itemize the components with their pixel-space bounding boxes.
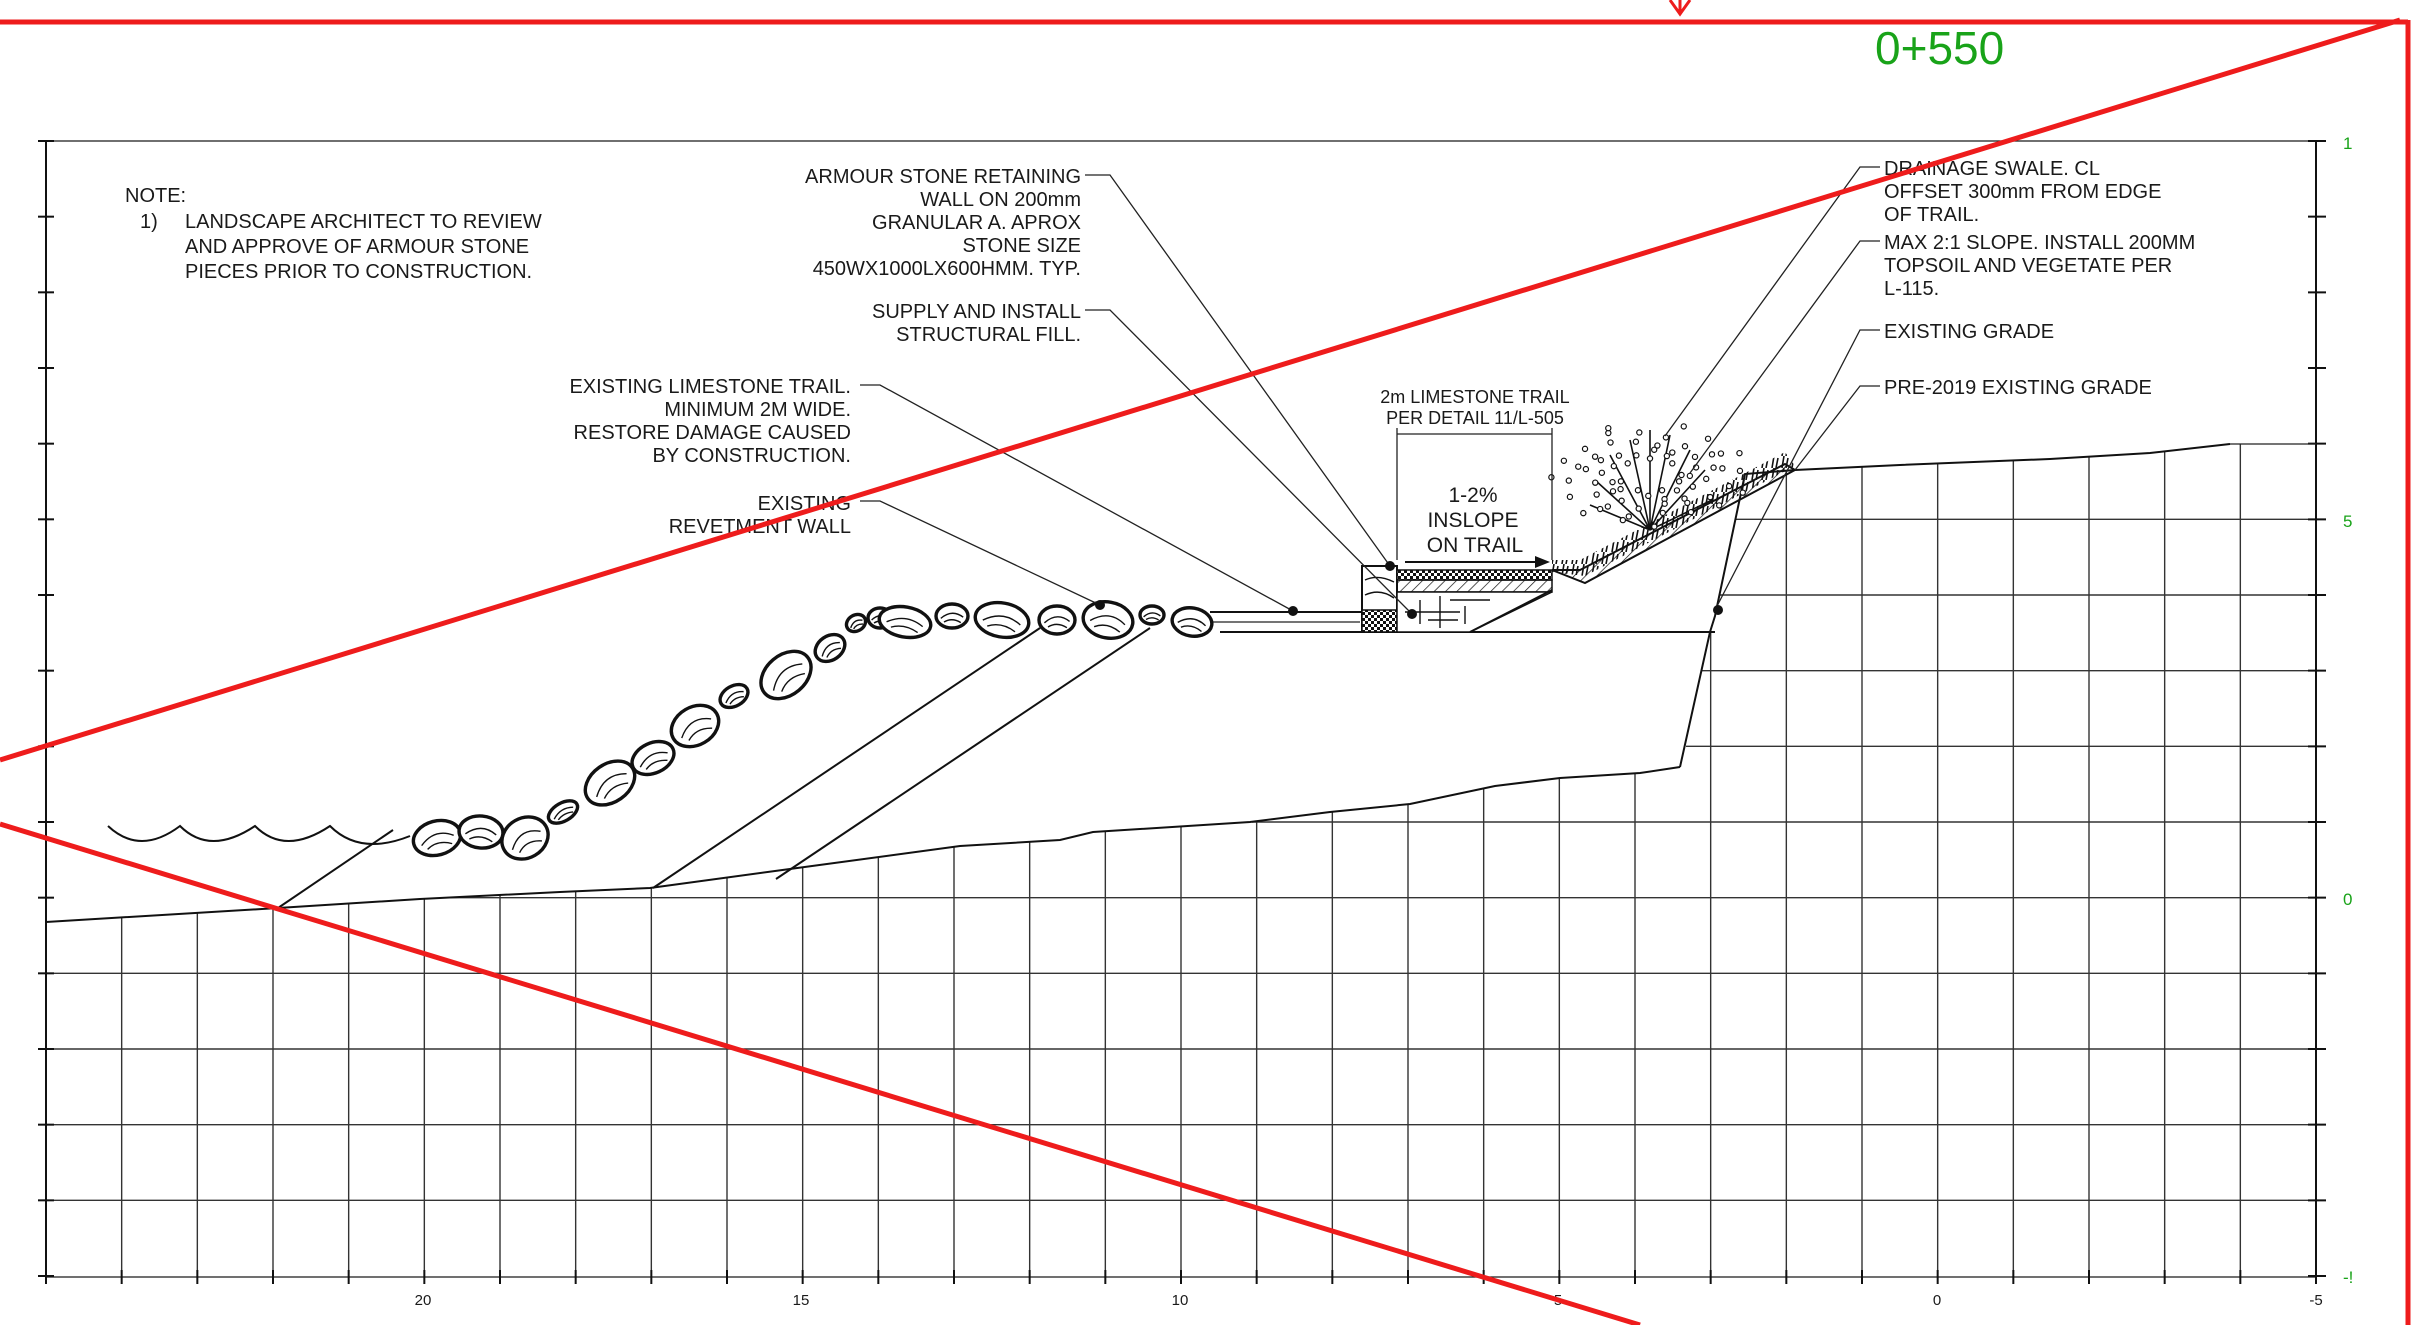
revetment-stone xyxy=(934,602,970,630)
drainage-swale-label-2: OFFSET 300mm FROM EDGE xyxy=(1884,181,2161,203)
armour-stone-label-5: 450WX1000LX600HMM. TYP. xyxy=(813,258,1081,280)
slope-grass xyxy=(1552,452,1795,576)
revetment-stone xyxy=(877,604,933,640)
armour-stone-label-1: ARMOUR STONE RETAINING xyxy=(805,166,1081,188)
revetment-stone xyxy=(844,612,868,634)
revetment-stone xyxy=(583,759,637,807)
revetment-stone xyxy=(546,799,580,825)
trail-surface xyxy=(1396,569,1553,581)
station-label: 0+550 xyxy=(1875,22,2004,74)
revetment-base-line-1 xyxy=(277,829,394,909)
limestone-trail-label-2: MINIMUM 2M WIDE. xyxy=(664,399,851,421)
structural-fill-label-2: STRUCTURAL FILL. xyxy=(896,324,1081,346)
note-heading: NOTE: xyxy=(125,185,186,207)
inslope-label-2: INSLOPE xyxy=(1427,509,1518,532)
revetment-wall-label-1: EXISTING xyxy=(758,493,851,515)
y-tick-bottom: -! xyxy=(2343,1268,2353,1287)
revetment-stone xyxy=(669,703,721,749)
y-tick-top: 1 xyxy=(2343,134,2352,153)
y-tick-5: 5 xyxy=(2343,512,2352,531)
revetment-stone xyxy=(1170,606,1214,638)
limestone-trail-label-4: BY CONSTRUCTION. xyxy=(652,445,851,467)
structural-fill-label-1: SUPPLY AND INSTALL xyxy=(872,301,1081,323)
axis-ticks xyxy=(38,140,2326,1284)
y-tick-0: 0 xyxy=(2343,890,2352,909)
revetment-stone xyxy=(500,815,550,861)
armour-stone-texture xyxy=(1364,576,1395,599)
armour-stone-label-3: GRANULAR A. APROX xyxy=(872,212,1081,234)
inslope-label-3: ON TRAIL xyxy=(1427,534,1523,557)
revetment-stone xyxy=(1037,604,1077,636)
x-tick-15: 15 xyxy=(793,1292,810,1309)
inslope-label-1: 1-2% xyxy=(1448,484,1497,507)
x-tick-0: 0 xyxy=(1933,1292,1941,1309)
limestone-trail-label-3: RESTORE DAMAGE CAUSED xyxy=(574,422,851,444)
revetment-base-line-3 xyxy=(775,627,1151,880)
revetment-stone xyxy=(411,818,463,858)
limestone-trail-label-1: EXISTING LIMESTONE TRAIL. xyxy=(569,376,851,398)
water-surface-waves xyxy=(107,824,411,845)
revetment-stone xyxy=(630,739,676,777)
note-line-3: PIECES PRIOR TO CONSTRUCTION. xyxy=(185,261,532,283)
trail-width-dimension xyxy=(1396,428,1553,568)
revetment-stone xyxy=(759,649,813,701)
x-tick-20: 20 xyxy=(415,1292,432,1309)
note-line-1: LANDSCAPE ARCHITECT TO REVIEW xyxy=(185,211,542,233)
vegetation-shrub xyxy=(1548,423,1746,531)
note-line-2: AND APPROVE OF ARMOUR STONE xyxy=(185,236,529,258)
revetment-stones xyxy=(411,600,1214,861)
x-tick-minus5: -5 xyxy=(2309,1292,2322,1309)
structural-fill-pattern xyxy=(1405,596,1490,628)
trail-base xyxy=(1396,579,1553,593)
granular-base xyxy=(1361,609,1398,633)
x-tick-10: 10 xyxy=(1172,1292,1189,1309)
revetment-stone xyxy=(1081,600,1135,640)
max-slope-label-3: L-115. xyxy=(1884,278,1939,300)
revetment-stone xyxy=(718,682,750,710)
pre2019-grade-label: PRE-2019 EXISTING GRADE xyxy=(1884,377,2152,399)
existing-grade-label: EXISTING GRADE xyxy=(1884,321,2054,343)
revetment-stone xyxy=(813,632,847,664)
existing-grade-line xyxy=(1679,443,2231,768)
revetment-base-line-2 xyxy=(652,627,1041,889)
armour-stone-label-4: STONE SIZE xyxy=(962,235,1081,257)
max-slope-label-2: TOPSOIL AND VEGETATE PER xyxy=(1884,255,2172,277)
revetment-stone xyxy=(973,600,1031,640)
section-grid xyxy=(46,444,2316,1277)
trail-right-slope xyxy=(1469,589,1553,633)
trail-detail-label-2: PER DETAIL 11/L-505 xyxy=(1386,408,1564,428)
max-slope-label-1: MAX 2:1 SLOPE. INSTALL 200MM xyxy=(1884,232,2195,254)
leader-lines xyxy=(860,166,1880,615)
armour-stone-label-2: WALL ON 200mm xyxy=(920,189,1081,211)
revetment-stone xyxy=(1138,604,1166,626)
leader-dots xyxy=(1095,561,1723,619)
note-number: 1) xyxy=(140,211,158,233)
lower-ground-profile xyxy=(45,766,1681,923)
trail-detail-label-1: 2m LIMESTONE TRAIL xyxy=(1380,387,1569,407)
drainage-swale-label-3: OF TRAIL. xyxy=(1884,204,1979,226)
revetment-stone xyxy=(457,814,505,850)
